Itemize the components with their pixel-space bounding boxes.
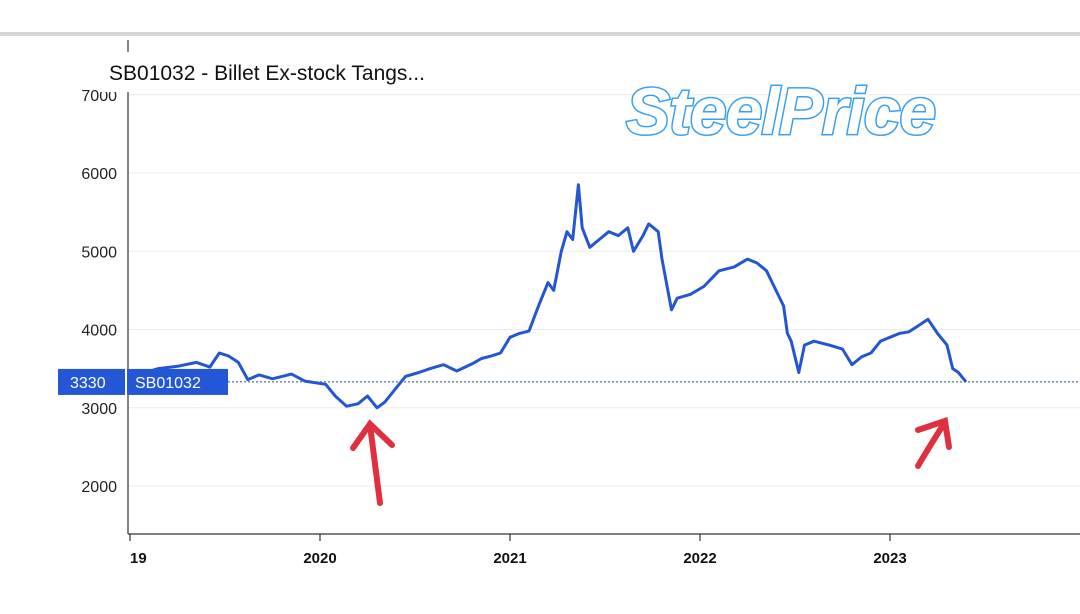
y-tick-label: 3000 bbox=[81, 401, 117, 418]
red-arrow-icon bbox=[350, 419, 395, 506]
y-tick-label: 5000 bbox=[81, 244, 117, 261]
grid bbox=[128, 94, 1080, 487]
x-tick-label: 2021 bbox=[493, 550, 526, 567]
steelprice-watermark: SteelPrice bbox=[626, 74, 935, 148]
x-tick-labels: 19 2020 2021 2022 2023 bbox=[129, 534, 907, 567]
x-tick-label: 2023 bbox=[873, 550, 906, 567]
current-value-badge-bg bbox=[58, 368, 228, 395]
title-backdrop bbox=[98, 52, 490, 92]
current-value-badge: 3330 SB01032 bbox=[58, 368, 228, 395]
x-tick-label: 19 bbox=[130, 550, 147, 567]
red-arrow-icon bbox=[915, 417, 952, 469]
y-tick-label: 4000 bbox=[81, 323, 117, 340]
current-value-label: 3330 bbox=[70, 375, 106, 392]
x-tick-label: 2020 bbox=[303, 550, 336, 567]
x-tick-label: 2022 bbox=[683, 550, 716, 567]
current-series-label: SB01032 bbox=[135, 375, 201, 392]
series-line bbox=[144, 183, 968, 410]
y-tick-label: 2000 bbox=[81, 479, 117, 496]
y-tick-label: 6000 bbox=[81, 166, 117, 183]
chart-title: SB01032 - Billet Ex-stock Tangs... bbox=[109, 62, 425, 85]
